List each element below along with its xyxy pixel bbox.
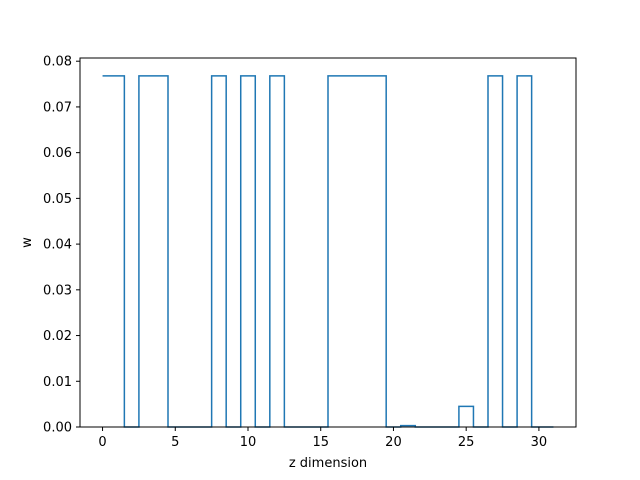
x-tick-label: 30 bbox=[531, 435, 548, 450]
x-axis: 0 5 10 15 20 25 30 bbox=[98, 427, 547, 450]
x-tick-label: 20 bbox=[385, 435, 402, 450]
axes-frame bbox=[79, 57, 577, 428]
y-tick-label: 0.01 bbox=[43, 375, 72, 390]
y-tick-label: 0.04 bbox=[43, 238, 72, 253]
y-axis-label: w bbox=[20, 237, 35, 248]
y-tick-label: 0.05 bbox=[43, 192, 72, 207]
y-tick-label: 0.03 bbox=[43, 283, 72, 298]
x-tick-label: 15 bbox=[312, 435, 329, 450]
x-axis-label: z dimension bbox=[289, 456, 367, 471]
x-tick-label: 5 bbox=[171, 435, 179, 450]
y-axis: 0.00 0.01 0.02 0.03 0.04 0.05 0.06 0.07 0.08 bbox=[43, 55, 80, 436]
y-tick-label: 0.07 bbox=[43, 100, 72, 115]
x-tick-label: 25 bbox=[458, 435, 475, 450]
x-tick-label: 10 bbox=[240, 435, 257, 450]
plot-area bbox=[102, 75, 554, 428]
y-tick-label: 0.00 bbox=[43, 421, 72, 436]
y-tick-label: 0.02 bbox=[43, 329, 72, 344]
series-line bbox=[102, 75, 554, 428]
x-tick-label: 0 bbox=[98, 435, 106, 450]
y-tick-label: 0.08 bbox=[43, 55, 72, 70]
y-tick-label: 0.06 bbox=[43, 146, 72, 161]
